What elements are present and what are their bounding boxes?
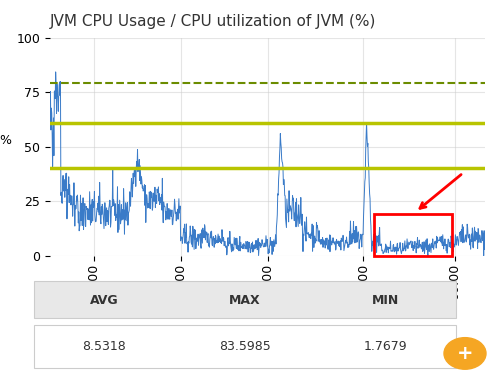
Y-axis label: %: % xyxy=(0,133,12,147)
Text: 83.5985: 83.5985 xyxy=(219,340,271,353)
Text: JVM CPU Usage / CPU utilization of JVM (%): JVM CPU Usage / CPU utilization of JVM (… xyxy=(50,15,376,29)
Bar xyxy=(34,281,456,318)
Text: MAX: MAX xyxy=(229,294,261,307)
Text: 1.7679: 1.7679 xyxy=(364,340,408,353)
Bar xyxy=(34,326,456,368)
Bar xyxy=(374,214,452,256)
Text: +: + xyxy=(457,344,473,363)
Text: 8.5318: 8.5318 xyxy=(82,340,126,353)
Text: AVG: AVG xyxy=(90,294,118,307)
Circle shape xyxy=(444,338,486,369)
Text: MIN: MIN xyxy=(372,294,400,307)
